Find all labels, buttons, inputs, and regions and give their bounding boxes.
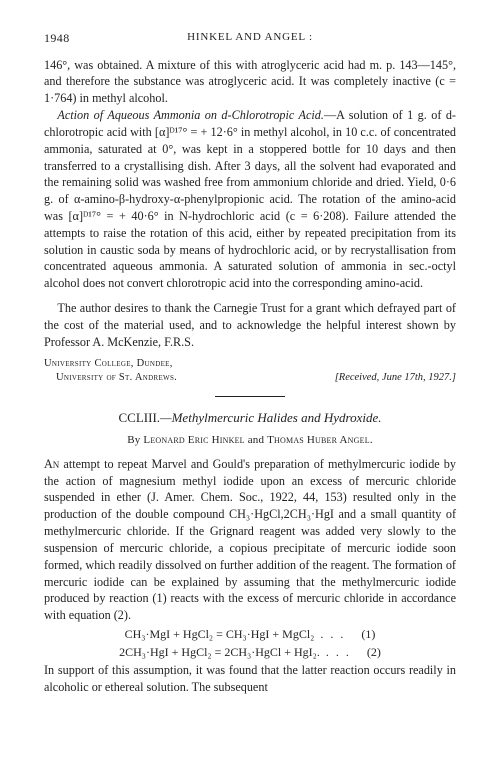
equation-2: 2CH₃·HgI + HgCl₂ = 2CH₃·HgCl + HgI₂. . .… — [44, 644, 456, 661]
article-title-text: —Methylmercuric Halides and Hydroxide. — [160, 410, 381, 425]
para3-body: attempt to repeat Marvel and Gould's pre… — [44, 457, 456, 622]
affiliation-text-1: University College, Dundee, — [44, 357, 173, 371]
affiliation-line2: University of St. Andrews. [Received, Ju… — [44, 371, 456, 385]
equation-2-formula: 2CH₃·HgI + HgCl₂ = 2CH₃·HgCl + HgI₂. — [119, 644, 320, 661]
page: 1948 HINKEL AND ANGEL : 0000 146°, was o… — [0, 0, 500, 716]
byline-period: . — [370, 434, 373, 446]
paragraph-article-2: In support of this assumption, it was fo… — [44, 662, 456, 696]
affiliation-line1: University College, Dundee, — [44, 357, 456, 371]
equation-block: CH₃·MgI + HgCl₂ = CH₃·HgI + MgCl₂ . . . … — [44, 626, 456, 660]
inline-heading: Action of Aqueous Ammonia on d-Chlorotro… — [57, 108, 324, 122]
paragraph-acknowledgement: The author desires to thank the Carnegie… — [44, 300, 456, 350]
equation-1-number: (1) — [351, 626, 375, 643]
affiliation-block: University College, Dundee, University o… — [44, 357, 456, 386]
equation-1-formula: CH₃·MgI + HgCl₂ = CH₃·HgI + MgCl₂ — [125, 626, 315, 643]
byline-by: By — [127, 434, 143, 446]
para2-body: —A solution of 1 g. of d-chlorotropic ac… — [44, 108, 456, 290]
equation-dots: . . . — [320, 626, 345, 643]
paragraph-article-1: An attempt to repeat Marvel and Gould's … — [44, 456, 456, 624]
author-1: Leonard Eric Hinkel — [143, 434, 244, 446]
article-title: CCLIII.—Methylmercuric Halides and Hydro… — [44, 409, 456, 427]
byline-and: and — [245, 434, 267, 446]
author-2: Thomas Huber Angel — [267, 434, 370, 446]
equation-2-number: (2) — [357, 644, 381, 661]
affiliation-text-2: University of St. Andrews. — [44, 371, 177, 385]
section-rule — [215, 396, 285, 397]
byline: By Leonard Eric Hinkel and Thomas Huber … — [44, 433, 456, 448]
equation-dots-2: . . . — [326, 644, 351, 661]
page-number: 1948 — [44, 30, 70, 47]
paragraph-action-ammonia: Action of Aqueous Ammonia on d-Chlorotro… — [44, 107, 456, 292]
running-head: HINKEL AND ANGEL : — [70, 30, 431, 47]
equation-1: CH₃·MgI + HgCl₂ = CH₃·HgI + MgCl₂ . . . … — [44, 626, 456, 643]
article-number: CCLIII. — [119, 410, 161, 425]
paragraph-continuation: 146°, was obtained. A mixture of this wi… — [44, 57, 456, 107]
running-header: 1948 HINKEL AND ANGEL : 0000 — [44, 30, 456, 47]
received-date: [Received, June 17th, 1927.] — [335, 371, 456, 385]
dropcap-word: An — [44, 457, 59, 471]
